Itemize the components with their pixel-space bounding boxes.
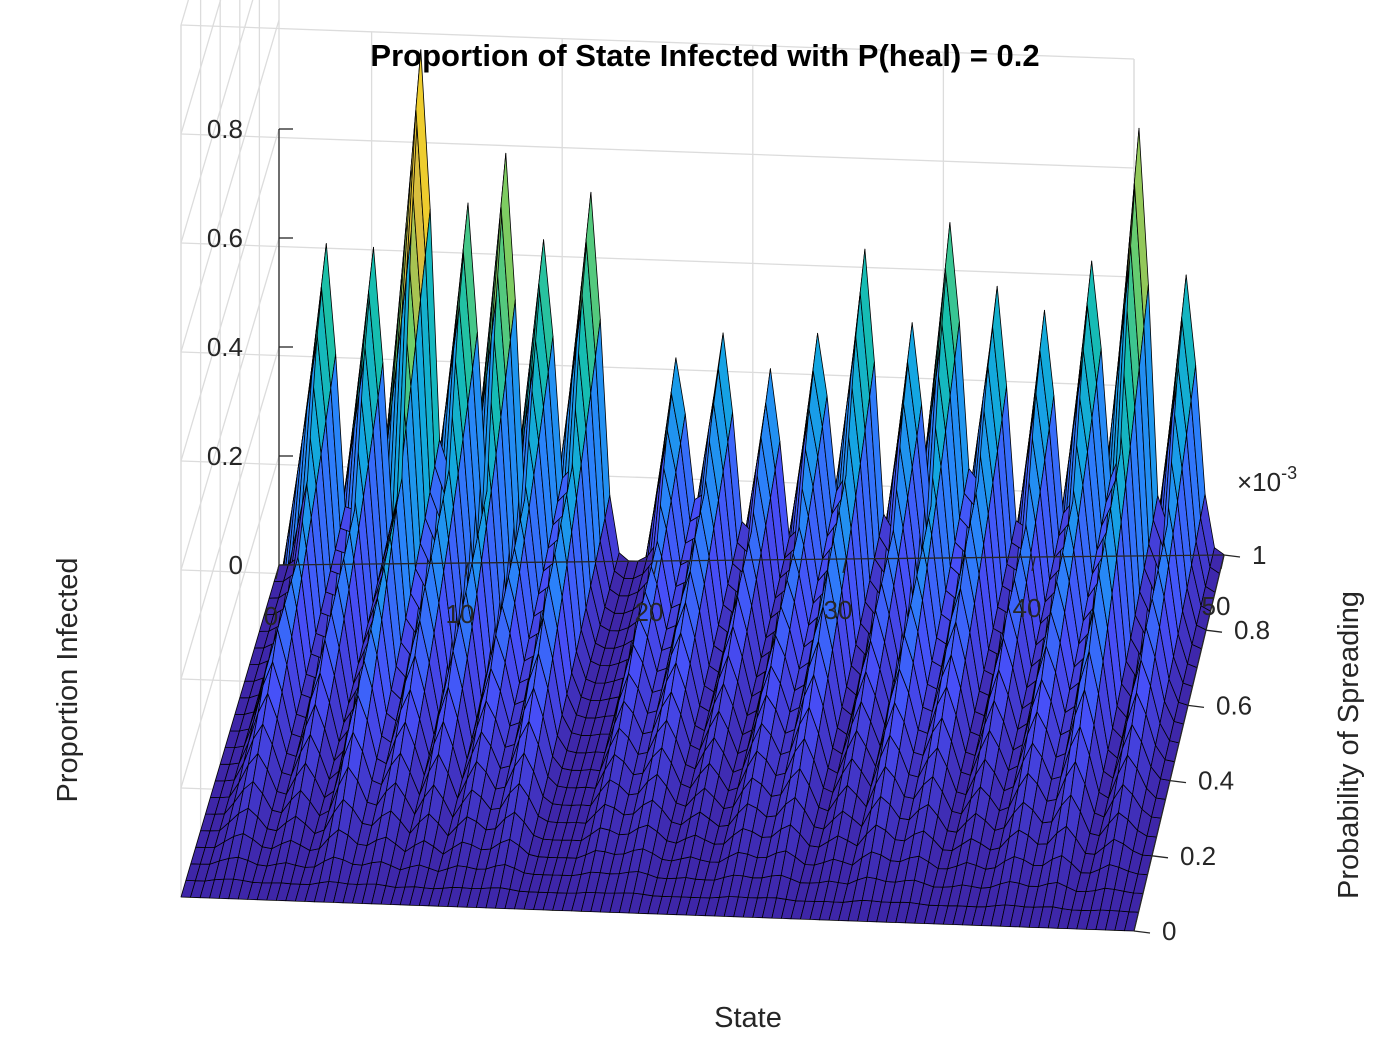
x-axis-label: State xyxy=(714,1002,782,1034)
y-axis-line xyxy=(1133,554,1225,932)
y-exponent-base: ×10 xyxy=(1237,467,1281,497)
y-tick-mark xyxy=(1151,855,1169,859)
x-tick-mark xyxy=(842,558,847,574)
grid-line-z-side xyxy=(180,0,254,244)
x-axis-line xyxy=(278,554,1225,566)
x-tick-mark xyxy=(1031,556,1036,572)
z-tick-label: 0.8 xyxy=(207,114,243,144)
z-tick-labels: 0 0.2 0.4 0.6 0.8 xyxy=(207,114,243,580)
x-tick-mark xyxy=(653,560,658,576)
z-axis-label: Proportion Infected xyxy=(52,557,84,802)
z-tick-label: 0.4 xyxy=(207,332,243,362)
grid-line-z-side xyxy=(180,0,190,26)
x-tick-labels: 0 10 20 30 40 50 xyxy=(264,591,1231,631)
y-tick-mark xyxy=(1187,704,1205,709)
x-tick-label: 30 xyxy=(824,595,853,625)
grid-line-z-side xyxy=(180,128,280,462)
y-tick-label: 0.8 xyxy=(1234,615,1270,645)
y-tick-label: 0.4 xyxy=(1198,766,1234,796)
grid-line-z-side xyxy=(180,346,280,680)
chart-title: Proportion of State Infected with P(heal… xyxy=(370,38,1039,73)
y-exponent-power: -3 xyxy=(1281,463,1297,483)
y-tick-label: 0.2 xyxy=(1180,841,1216,871)
x-tick-mark xyxy=(275,564,280,580)
y-tick-label: 1 xyxy=(1252,540,1266,570)
y-exponent-label: ×10-3 xyxy=(1237,463,1297,497)
y-tick-mark xyxy=(1169,779,1187,784)
x-tick-label: 40 xyxy=(1013,593,1042,623)
grid-line-z-side xyxy=(180,0,222,135)
y-axis-label: Probability of Spreading xyxy=(1333,591,1365,899)
y-tick-label: 0.6 xyxy=(1216,690,1252,720)
x-tick-label: 0 xyxy=(264,601,278,631)
x-tick-mark xyxy=(1220,554,1225,570)
x-tick-label: 50 xyxy=(1202,591,1231,621)
grid-line-z xyxy=(180,242,1135,278)
y-tick-labels: 0 0.2 0.4 0.6 0.8 1 xyxy=(1162,540,1270,946)
grid-line-z-side xyxy=(180,19,280,353)
x-tick-label: 20 xyxy=(635,597,664,627)
y-tick-label: 0 xyxy=(1162,916,1176,946)
z-tick-label: 0.2 xyxy=(207,441,243,471)
z-tick-label: 0 xyxy=(229,550,243,580)
grid-line-z xyxy=(180,24,1135,60)
surface-plot xyxy=(180,49,1225,932)
axes xyxy=(275,128,1241,934)
x-tick-label: 10 xyxy=(446,599,475,629)
y-tick-mark xyxy=(1205,629,1223,633)
x-tick-mark xyxy=(464,562,469,578)
y-tick-mark xyxy=(1223,554,1241,558)
grid-line-z xyxy=(180,351,1135,387)
z-tick-label: 0.6 xyxy=(207,223,243,253)
grid-line-z xyxy=(180,133,1135,169)
grid-line-z-side xyxy=(180,237,280,571)
y-tick-mark xyxy=(1133,930,1151,934)
grid-line-z-side xyxy=(180,455,280,789)
